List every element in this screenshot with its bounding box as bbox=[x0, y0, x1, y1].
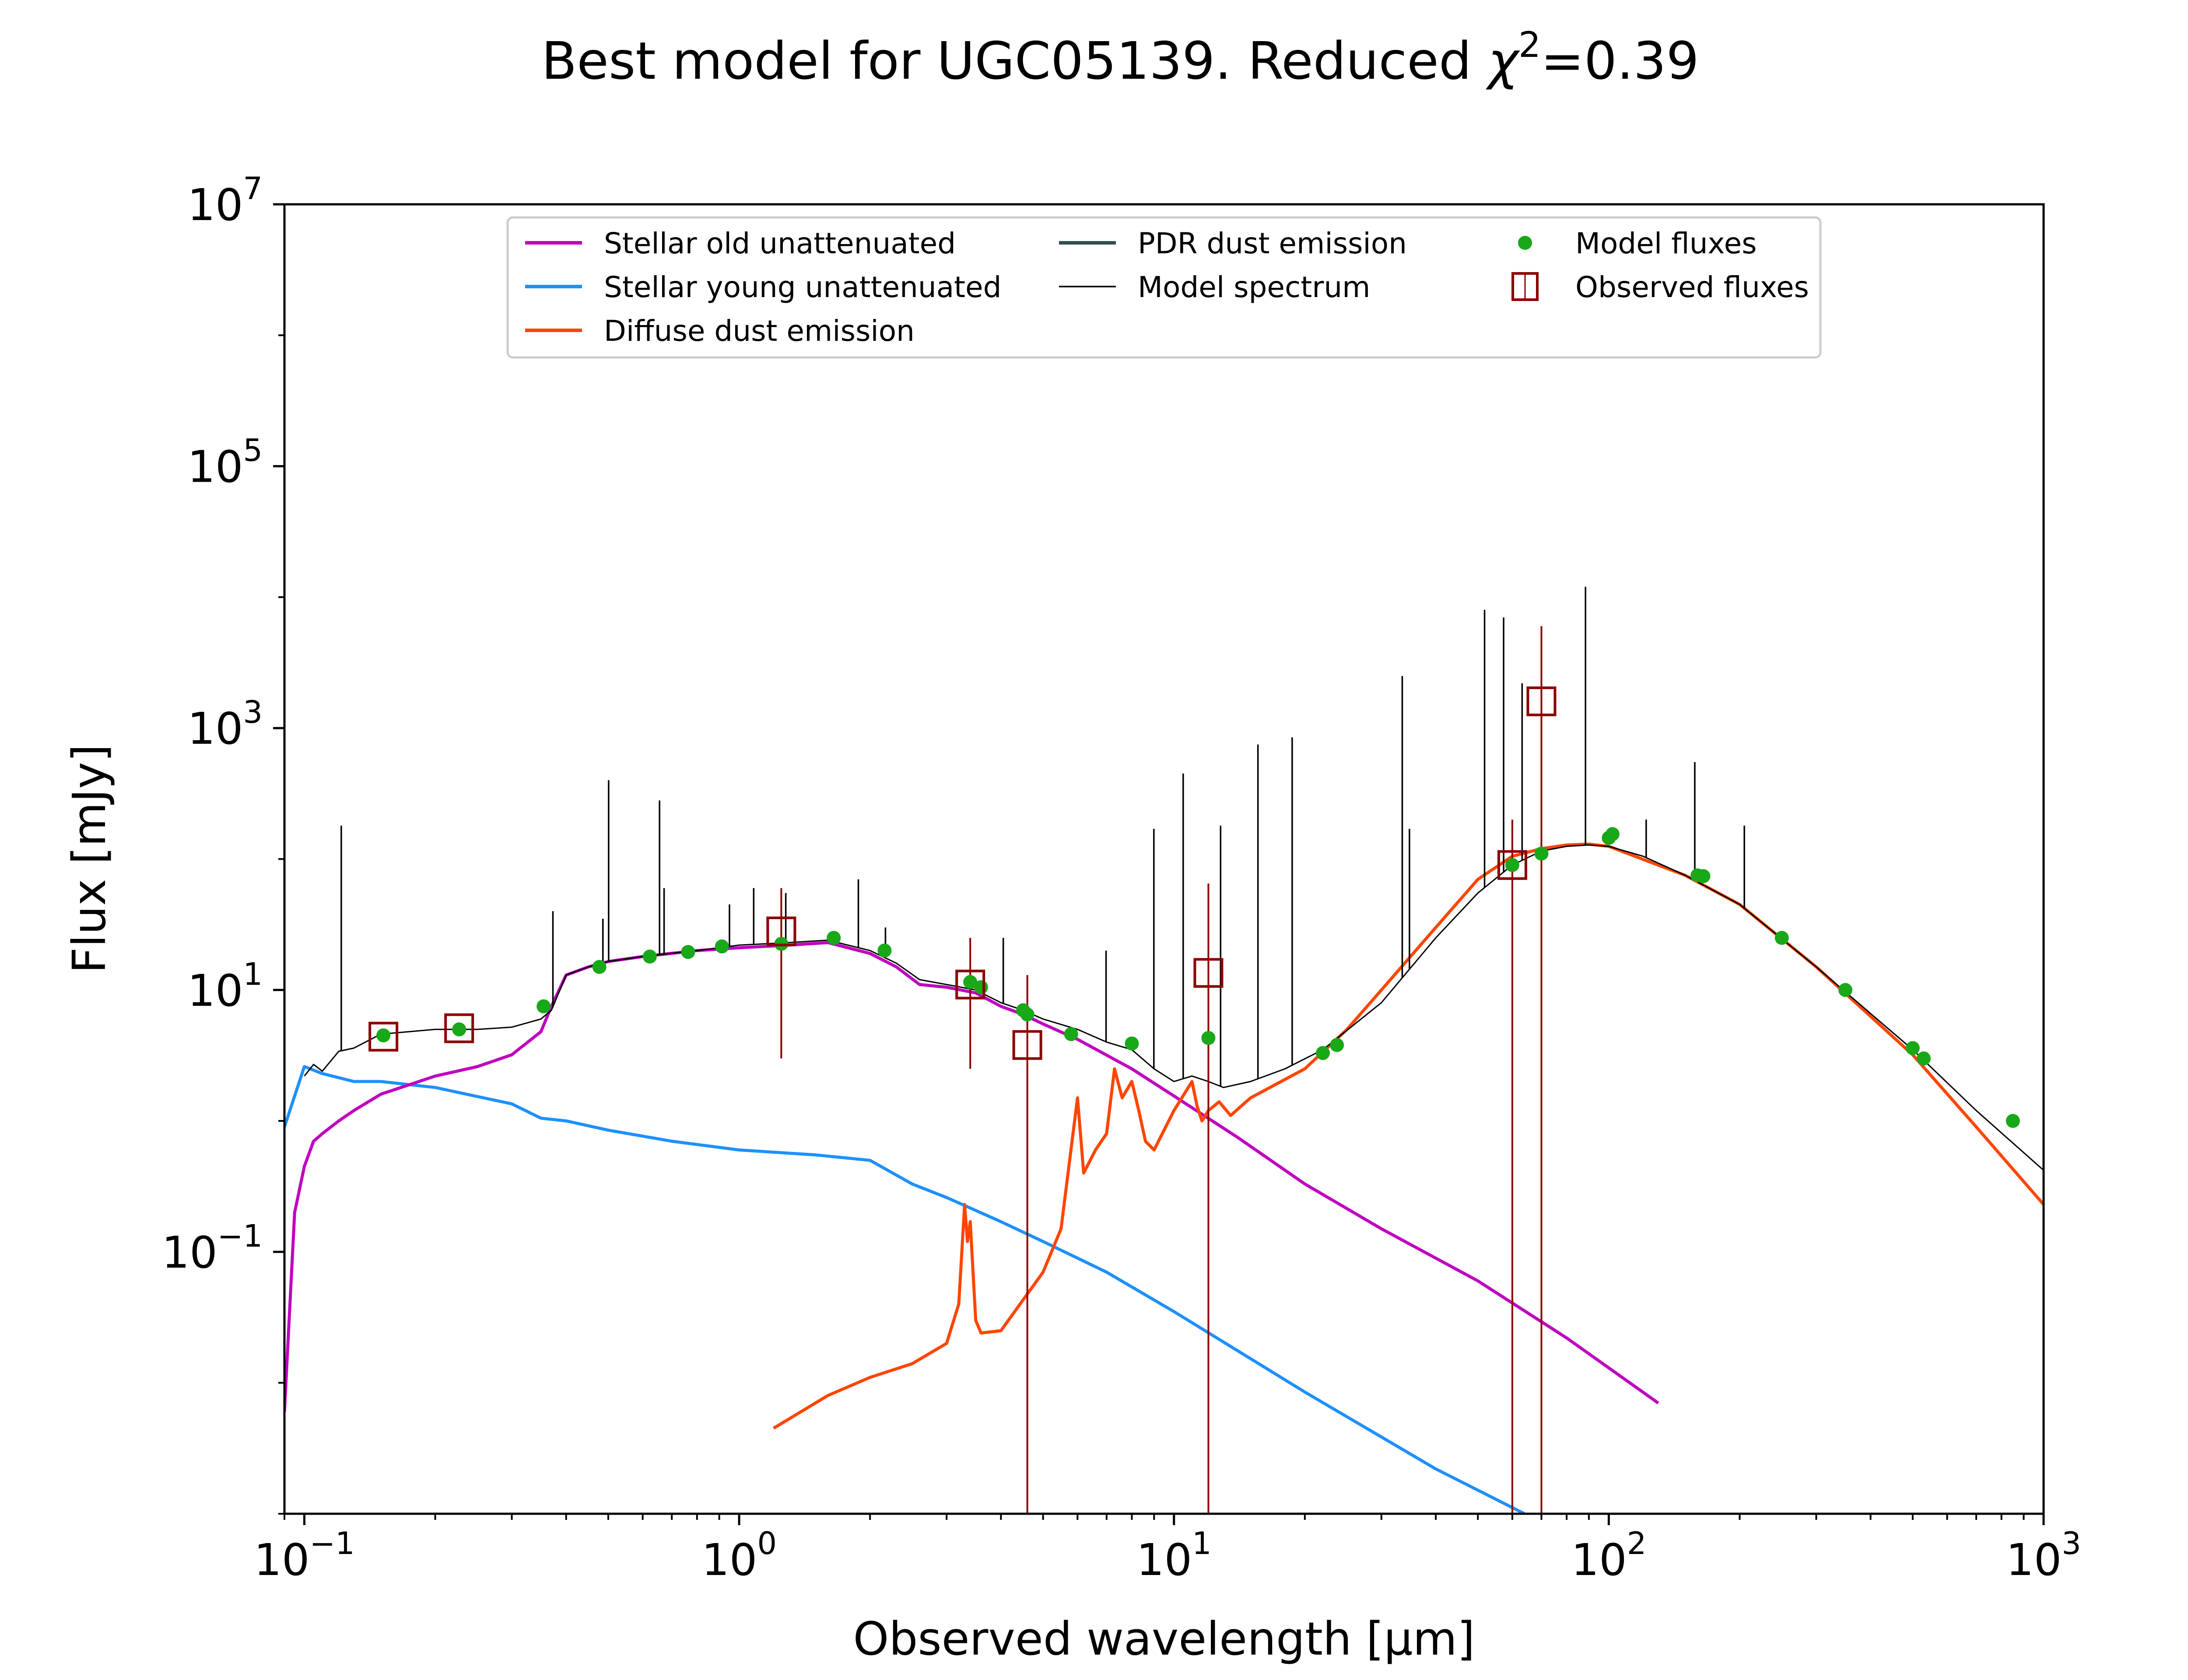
observed-flux-marker bbox=[1497, 850, 1527, 880]
model-flux-point bbox=[2006, 1114, 2020, 1128]
legend-item: Diffuse dust emission bbox=[525, 314, 915, 348]
observed-flux-marker bbox=[1012, 1030, 1042, 1060]
y-axis-label: Flux [mJy] bbox=[63, 744, 116, 973]
legend-label: PDR dust emission bbox=[1138, 227, 1407, 260]
observed-flux-marker bbox=[368, 1022, 399, 1052]
observed-flux-marker bbox=[444, 1013, 474, 1043]
legend-item: PDR dust emission bbox=[1059, 227, 1407, 260]
x-tick-label: 103 bbox=[2006, 1526, 2081, 1586]
errorbar-layer bbox=[780, 626, 1543, 1514]
y-tick-label: 107 bbox=[187, 171, 263, 231]
model-flux-point bbox=[1330, 1038, 1344, 1052]
title-value: =0.39 bbox=[1541, 31, 1699, 91]
legend-item: Stellar old unattenuated bbox=[525, 227, 956, 260]
legend: Stellar old unattenuated Stellar young un… bbox=[506, 216, 1822, 359]
chart-title: Best model for UGC05139. Reduced χ2=0.39 bbox=[541, 24, 1699, 91]
model-flux-point bbox=[376, 1028, 391, 1043]
legend-swatch bbox=[1518, 236, 1532, 250]
marker-layer bbox=[368, 686, 2020, 1128]
series-layer bbox=[284, 587, 2044, 1514]
model-flux-point bbox=[974, 980, 988, 994]
y-axis-ticks: 10−1 101 103 105 107 bbox=[162, 171, 284, 1515]
y-tick-label: 103 bbox=[187, 694, 263, 754]
y-tick-label: 101 bbox=[187, 956, 263, 1016]
model-flux-point bbox=[1696, 869, 1711, 883]
model-flux-point bbox=[1505, 858, 1519, 872]
model-flux-point bbox=[963, 975, 978, 989]
y-tick-label: 10−1 bbox=[162, 1218, 263, 1278]
model-flux-point bbox=[1605, 827, 1620, 841]
title-superscript: 2 bbox=[1518, 24, 1541, 65]
series-line-model-spectrum bbox=[304, 844, 2044, 1171]
model-flux-point bbox=[1020, 1007, 1034, 1022]
observed-flux-marker bbox=[955, 970, 985, 1000]
legend-item: Observed fluxes bbox=[1511, 270, 1809, 304]
legend-items: Stellar old unattenuated Stellar young un… bbox=[525, 227, 1809, 348]
x-tick-label: 100 bbox=[701, 1526, 777, 1586]
model-flux-point bbox=[1917, 1051, 1931, 1066]
legend-item: Model spectrum bbox=[1059, 270, 1370, 304]
model-flux-point bbox=[1064, 1027, 1078, 1041]
plot-area bbox=[284, 587, 2044, 1514]
observed-flux-marker bbox=[1526, 686, 1557, 717]
legend-label: Stellar young unattenuated bbox=[604, 270, 1002, 304]
legend-label: Model spectrum bbox=[1138, 270, 1370, 304]
model-flux-point bbox=[1905, 1041, 1920, 1055]
series-line-stellar-old-unattenuated bbox=[284, 941, 1659, 1412]
model-flux-point bbox=[1315, 1046, 1330, 1060]
model-flux-point bbox=[1838, 983, 1852, 997]
legend-label: Observed fluxes bbox=[1575, 270, 1809, 304]
model-flux-point bbox=[715, 939, 729, 954]
legend-label: Stellar old unattenuated bbox=[604, 227, 956, 260]
x-axis-label: Observed wavelength [μm] bbox=[853, 1612, 1475, 1666]
legend-label: Diffuse dust emission bbox=[604, 314, 915, 348]
title-chi-symbol: χ bbox=[1485, 31, 1520, 91]
model-flux-point bbox=[642, 949, 657, 964]
model-flux-point bbox=[1774, 931, 1789, 945]
series-line-stellar-young-unattenuated bbox=[284, 1065, 1525, 1514]
model-flux-point bbox=[452, 1022, 466, 1036]
model-flux-point bbox=[536, 999, 551, 1014]
x-tick-label: 10−1 bbox=[254, 1526, 354, 1586]
legend-label: Model fluxes bbox=[1575, 227, 1757, 260]
observed-flux-marker bbox=[766, 916, 796, 946]
model-flux-point bbox=[592, 960, 607, 974]
model-flux-point bbox=[1201, 1031, 1216, 1045]
legend-item: Model fluxes bbox=[1518, 227, 1757, 260]
model-flux-point bbox=[827, 931, 841, 945]
series-line-diffuse-dust-emission bbox=[772, 842, 2044, 1430]
observed-flux-marker bbox=[1193, 958, 1224, 988]
model-flux-point bbox=[1534, 847, 1549, 861]
model-flux-point bbox=[877, 943, 892, 958]
model-flux-point bbox=[1125, 1036, 1139, 1051]
x-tick-label: 102 bbox=[1571, 1526, 1646, 1586]
legend-box bbox=[506, 216, 1822, 359]
x-tick-label: 101 bbox=[1136, 1526, 1212, 1586]
y-tick-label: 105 bbox=[187, 433, 263, 493]
x-axis-ticks: 10−1 100 101 102 103 bbox=[254, 1514, 2081, 1586]
legend-item: Stellar young unattenuated bbox=[525, 270, 1002, 304]
model-flux-point bbox=[681, 945, 695, 959]
